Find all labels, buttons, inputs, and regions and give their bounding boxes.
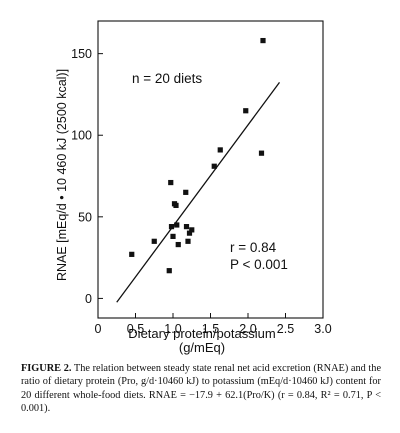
data-point: [243, 108, 249, 114]
data-point: [151, 238, 157, 244]
data-point: [217, 147, 223, 153]
y-tick-label: 150: [71, 47, 92, 61]
data-point: [168, 179, 174, 186]
regression-line: [116, 82, 281, 303]
y-tick-label: 0: [85, 292, 92, 306]
data-point: [168, 224, 175, 230]
y-axis-ticks: 0 50 100 150: [71, 47, 103, 306]
plot-border: [97, 20, 324, 319]
x-axis-label-line1: Dietary protein/potassium: [128, 326, 275, 340]
figure-caption: FIGURE 2. The relation between steady st…: [21, 362, 381, 416]
y-axis-label: RNAE [mEq/d • 10 460 kJ (2500 kcal)]: [55, 69, 69, 281]
data-point: [166, 268, 172, 274]
r-annotation: r = 0.84: [230, 240, 277, 255]
data-point: [173, 202, 179, 209]
n-annotation: n = 20 diets: [132, 71, 202, 86]
data-point: [183, 189, 189, 195]
x-tick-label: 2.5: [277, 322, 294, 336]
data-point: [170, 233, 176, 240]
x-axis-ticks: 0 0.5 1.0 1.5 2.0 2.5 3.0: [95, 313, 332, 336]
data-point: [183, 224, 190, 230]
data-point: [189, 227, 195, 233]
data-point: [211, 163, 217, 169]
data-point: [186, 230, 193, 236]
caption-text: The relation between steady state renal …: [21, 363, 382, 415]
x-tick-label: 0.5: [127, 322, 144, 336]
x-tick-label: 3.0: [314, 322, 331, 336]
data-point: [174, 222, 180, 228]
plot-frame: [97, 20, 324, 319]
data-points: [129, 37, 266, 274]
data-point: [258, 150, 265, 156]
caption-label: FIGURE 2.: [21, 363, 72, 374]
x-tick-label: 0: [95, 322, 102, 336]
data-point: [175, 241, 181, 248]
scatter-chart: 0 0.5 1.0 1.5 2.0 2.5 3.0 0 50 100 150 n = 20 die…: [55, 20, 332, 340]
data-point: [185, 238, 191, 244]
data-point: [129, 251, 135, 257]
x-tick-label: 1.5: [202, 322, 219, 336]
y-tick-label: 50: [78, 210, 92, 224]
p-annotation: P < 0.001: [230, 257, 288, 272]
x-tick-label: 1.0: [164, 322, 181, 336]
x-axis-label-line2: (g/mEq): [178, 340, 226, 355]
x-tick-label: 2.0: [239, 322, 256, 336]
y-tick-label: 100: [71, 129, 92, 143]
data-point: [260, 37, 266, 44]
